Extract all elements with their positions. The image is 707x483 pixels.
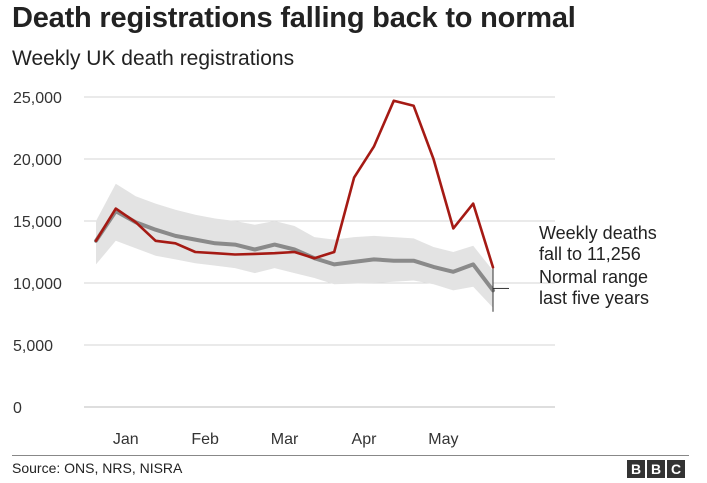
chart-title: Death registrations falling back to norm… <box>12 2 576 34</box>
y-tick-label-0: 0 <box>13 400 22 417</box>
bbc-logo: B B C <box>627 460 685 478</box>
logo-letter-c: C <box>667 460 685 478</box>
line-chart: 0 5,000 10,000 15,000 20,000 25,000 Jan Feb Mar A… <box>13 90 657 448</box>
annotation-weekly-deaths-line-2: fall to 11,256 <box>539 244 641 264</box>
y-tick-label-10000: 10,000 <box>13 276 62 293</box>
logo-letter-b2: B <box>647 460 665 478</box>
y-tick-label-25000: 25,000 <box>13 90 62 107</box>
annotation-normal-range-line-1: Normal range <box>539 267 648 287</box>
footer-divider <box>12 455 689 456</box>
x-tick-label-jan: Jan <box>113 431 139 448</box>
x-tick-label-may: May <box>428 431 458 448</box>
y-tick-label-20000: 20,000 <box>13 152 62 169</box>
series-line-average <box>94 209 495 293</box>
x-tick-label-mar: Mar <box>271 431 299 448</box>
y-tick-label-15000: 15,000 <box>13 214 62 231</box>
source-note: Source: ONS, NRS, NISRA <box>12 460 183 476</box>
normal-range-band <box>96 183 493 308</box>
series-line-2020 <box>94 99 495 269</box>
y-tick-label-5000: 5,000 <box>13 338 53 355</box>
chart-subtitle: Weekly UK death registrations <box>12 47 295 70</box>
annotation-weekly-deaths-line-1: Weekly deaths <box>539 223 657 243</box>
x-tick-label-apr: Apr <box>352 431 378 448</box>
logo-letter-b1: B <box>627 460 645 478</box>
annotation-normal-range-line-2: last five years <box>539 288 649 308</box>
x-tick-label-feb: Feb <box>191 431 219 448</box>
